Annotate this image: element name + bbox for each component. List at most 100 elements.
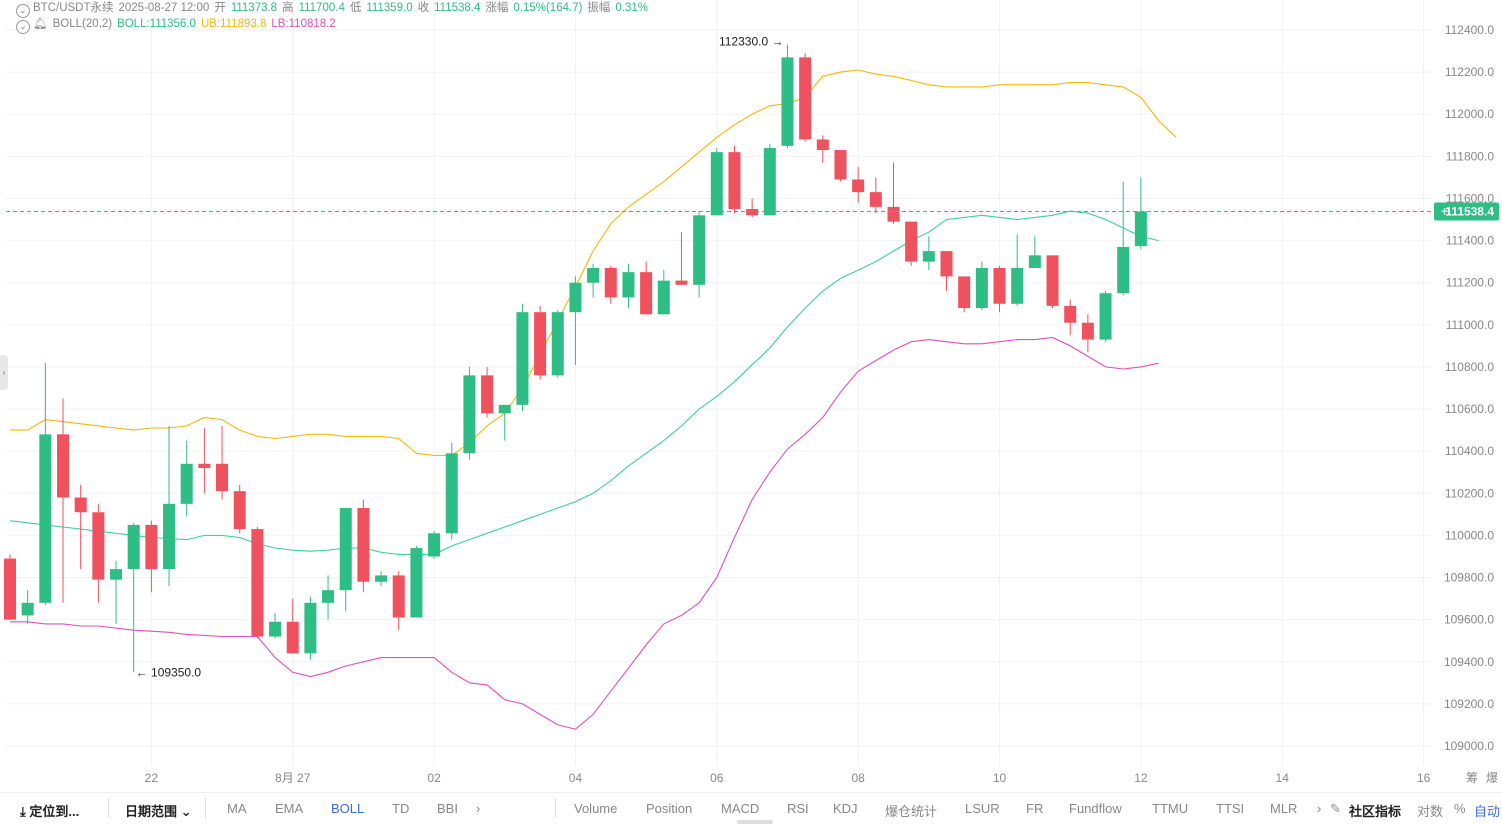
candle-down <box>799 53 812 142</box>
candle-body <box>445 453 458 534</box>
boll-legend: ⌄ 🔔︎ BOLL(20,2) BOLL:111356.0 UB:111893.8 LB:… <box>16 16 341 34</box>
x-tick-label: 10 <box>993 771 1007 785</box>
candle-body <box>4 558 16 620</box>
chart-area[interactable]: +111538.4 112330.0 → ← 109350.0 112400.0 11… <box>0 0 1502 790</box>
edit-icon[interactable]: ✎ <box>1330 801 1341 816</box>
legend-close: 111538.4 <box>434 2 481 14</box>
candle-body <box>1099 293 1112 340</box>
candle-body <box>1046 255 1059 306</box>
boll-name[interactable]: BOLL(20,2) <box>52 18 113 30</box>
legend-low: 111359.0 <box>366 2 413 14</box>
log-scale-toggle[interactable]: 对数 <box>1417 804 1444 819</box>
candle-up <box>127 522 140 673</box>
candle-body <box>110 569 123 580</box>
candle-up <box>1099 291 1112 342</box>
sub-indicator-4[interactable]: KDJ <box>833 801 858 816</box>
indicator-td[interactable]: TD <box>392 801 410 816</box>
sub-indicator-3[interactable]: RSI <box>787 801 809 816</box>
sub-indicator-7[interactable]: FR <box>1026 801 1044 816</box>
candle-body <box>834 150 847 180</box>
candle-body <box>763 147 776 216</box>
candle-up <box>516 303 529 412</box>
bell-icon[interactable]: 🔔︎ <box>33 18 48 30</box>
boll-lb-value: LB:110818.2 <box>271 18 336 30</box>
candle-down <box>74 484 87 570</box>
chevron-down-icon[interactable]: ⌄ <box>16 4 30 18</box>
legend-close-label: 收 <box>417 2 430 14</box>
candle-down <box>834 150 847 182</box>
x-tick-label: 14 <box>1276 771 1290 785</box>
candle-body <box>463 375 476 454</box>
candle-down <box>57 398 70 603</box>
candle-up <box>445 442 458 540</box>
candle-body <box>498 404 511 414</box>
y-tick-label: 111200.0 <box>1446 276 1495 290</box>
sub-indicator-6[interactable]: LSUR <box>965 801 1000 816</box>
sub-indicator-1[interactable]: Position <box>646 801 693 816</box>
y-axis: 112400.0 112200.0 112000.0 111800.0 111600.0… <box>1444 23 1494 753</box>
sub-indicator-10[interactable]: TTSI <box>1216 801 1245 816</box>
candle-down <box>604 265 617 304</box>
main-indicators-more-button[interactable]: › <box>476 801 481 816</box>
toolbar-scroll-thumb[interactable] <box>737 820 773 824</box>
candle-down <box>286 598 299 654</box>
candle-up <box>304 596 317 660</box>
sub-indicator-8[interactable]: Fundflow <box>1069 801 1122 816</box>
candle-down <box>357 499 370 593</box>
candle-up <box>657 270 670 315</box>
sub-indicators-more-button[interactable]: › <box>1317 801 1322 816</box>
community-indicators-button[interactable]: 社区指标 <box>1349 804 1402 819</box>
x-tick-label: 22 <box>145 771 159 785</box>
candle-down <box>251 526 264 639</box>
candle-body <box>39 434 52 603</box>
candle-body <box>392 575 405 618</box>
candle-body <box>1081 322 1094 340</box>
candle-body <box>233 491 246 530</box>
legend-high-label: 高 <box>282 2 294 14</box>
expand-sidebar-handle[interactable]: › <box>0 355 8 390</box>
candle-down <box>887 162 900 224</box>
max-price-label: 112330.0 → <box>719 35 784 49</box>
auto-scale-toggle[interactable]: 自动 <box>1474 804 1501 819</box>
candle-body <box>693 215 706 285</box>
date-range-button[interactable]: 日期范围 ⌄ <box>125 801 192 820</box>
legend-low-label: 低 <box>349 2 362 14</box>
candle-body <box>975 267 988 308</box>
sub-indicator-2[interactable]: MACD <box>721 801 760 816</box>
percent-scale-toggle[interactable]: % <box>1454 801 1466 816</box>
x-tick-label: 16 <box>1417 771 1431 785</box>
candle-body <box>92 512 105 580</box>
legend-amp: 0.31% <box>615 2 649 14</box>
candle-body <box>940 251 953 277</box>
candle-down <box>145 520 158 593</box>
indicator-ema[interactable]: EMA <box>275 801 304 816</box>
candle-down <box>534 305 547 380</box>
indicator-bbi[interactable]: BBI <box>437 801 458 816</box>
candle-body <box>887 206 900 222</box>
legend-change: 0.15%(164.7) <box>513 2 583 14</box>
candle-up <box>569 276 582 365</box>
candle-up <box>622 263 635 308</box>
y-tick-label: 110800.0 <box>1445 360 1494 374</box>
candle-down <box>92 503 105 603</box>
candle-body <box>1064 305 1077 323</box>
candle-body <box>198 463 211 469</box>
candle-down <box>675 232 688 285</box>
sub-indicator-0[interactable]: Volume <box>574 801 618 816</box>
indicator-boll[interactable]: BOLL <box>331 801 365 816</box>
candle-body <box>516 312 529 405</box>
legend-high: 111700.4 <box>298 2 345 14</box>
y-tick-label: 109200.0 <box>1444 697 1494 711</box>
locate-button[interactable]: ⤓ 定位到... <box>20 801 79 820</box>
chevron-down-icon[interactable]: ⌄ <box>16 20 30 34</box>
candle-body <box>1117 246 1130 294</box>
y-tick-label: 109800.0 <box>1444 571 1494 585</box>
sub-indicator-9[interactable]: TTMU <box>1152 801 1189 816</box>
indicator-ma[interactable]: MA <box>227 801 247 816</box>
candle-up <box>163 425 176 586</box>
candle-up <box>693 211 706 298</box>
sub-indicator-5[interactable]: 爆仓统计 <box>885 804 938 819</box>
y-tick-label: 111800.0 <box>1446 149 1495 163</box>
sub-indicator-11[interactable]: MLR <box>1270 801 1298 816</box>
